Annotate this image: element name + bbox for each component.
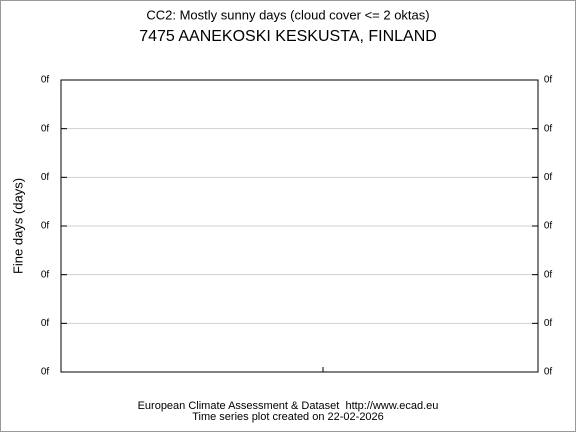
y-tick-label: 0f — [41, 221, 50, 232]
chart-title: CC2: Mostly sunny days (cloud cover <= 2… — [146, 7, 429, 22]
y2-tick-label: 0f — [544, 367, 553, 378]
plot-area — [60, 79, 539, 373]
y2-tick-label: 0f — [544, 172, 553, 183]
y-axis-label: Fine days (days) — [10, 178, 25, 274]
footer: Time series plot created on 22-02-2026 — [192, 411, 384, 423]
y2-tick-label: 0f — [544, 123, 553, 134]
y-tick-label: 0f — [41, 172, 50, 183]
y-tick-label: 0f — [41, 123, 50, 134]
y2-tick-label: 0f — [544, 318, 553, 329]
y2-tick-label: 0f — [544, 221, 553, 232]
y-tick-label: 0f — [41, 75, 50, 86]
y-tick-label: 0f — [41, 318, 50, 329]
y2-tick-label: 0f — [544, 269, 553, 280]
y2-tick-label: 0f — [544, 75, 553, 86]
y-tick-label: 0f — [41, 367, 50, 378]
y-tick-label: 0f — [41, 269, 50, 280]
chart-subtitle: 7475 AANEKOSKI KESKUSTA, FINLAND — [139, 28, 437, 45]
footer: European Climate Assessment & Dataset ht… — [138, 400, 439, 412]
